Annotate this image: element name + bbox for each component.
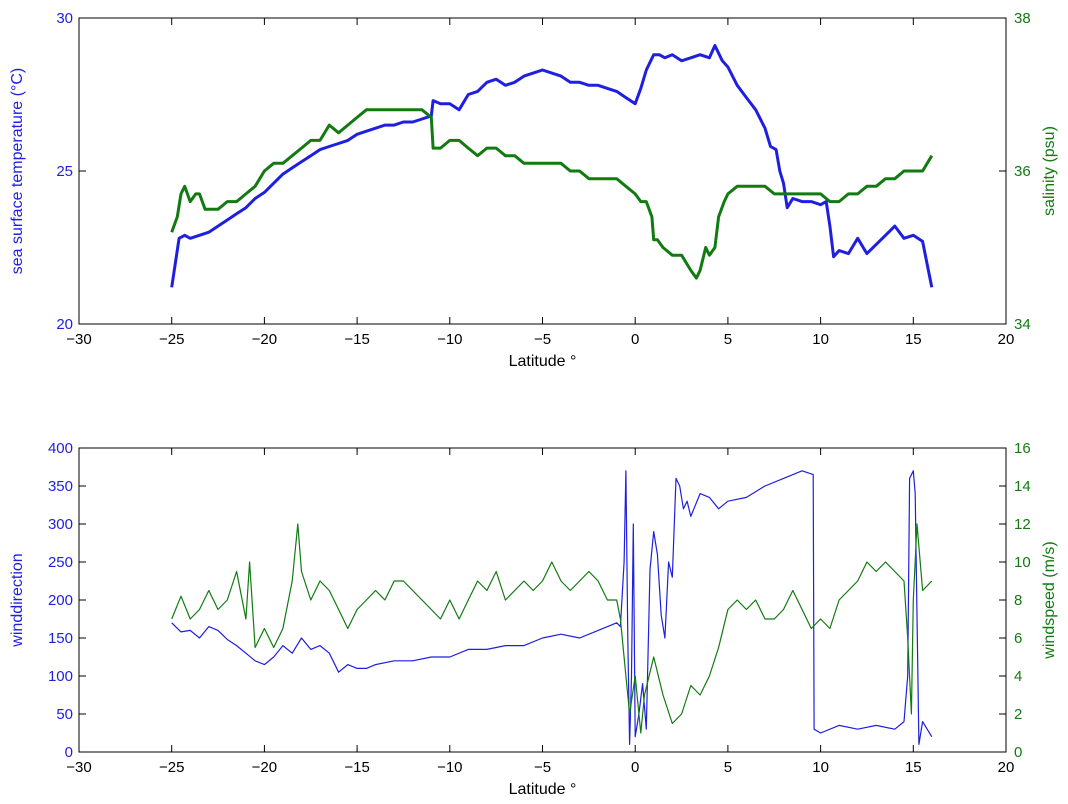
- y2-tick-label: 2: [1014, 706, 1022, 723]
- x-tick-label: −15: [344, 759, 369, 776]
- x-tick-label: −10: [437, 331, 462, 348]
- x-tick-label: 10: [812, 759, 829, 776]
- windspeed-axis-title: windspeed (m/s): [1041, 541, 1058, 659]
- y-tick-label: 400: [48, 440, 73, 457]
- y-tick-label: 150: [48, 630, 73, 647]
- wind-left-y-axis: 0 50 100 150 200 250 300 350 400: [48, 440, 86, 761]
- x-tick-label: 0: [631, 331, 639, 348]
- x-tick-label: −15: [344, 331, 369, 348]
- y2-tick-label: 4: [1014, 668, 1022, 685]
- windspeed-line: [171, 523, 933, 734]
- y-tick-label: 50: [56, 706, 73, 723]
- x-tick-label: −20: [252, 759, 277, 776]
- winddirection-axis-title: winddirection: [9, 553, 26, 647]
- x-tick-label: 15: [905, 759, 922, 776]
- y-tick-label: 200: [48, 592, 73, 609]
- y-tick-label: 20: [56, 316, 73, 333]
- sst-salinity-lines: [170, 44, 934, 288]
- x-tick-label: −25: [159, 331, 184, 348]
- x-tick-label: −5: [534, 759, 551, 776]
- y-tick-label: 300: [48, 516, 73, 533]
- sst-salinity-left-y-axis: 20 25 30: [56, 10, 86, 333]
- x-tick-label: 20: [998, 331, 1015, 348]
- y2-tick-label: 10: [1014, 554, 1031, 571]
- wind-right-y-axis: 0 2 4 6 8 10 12 14 16: [999, 440, 1031, 761]
- y2-tick-label: 14: [1014, 478, 1031, 495]
- y2-tick-label: 38: [1014, 10, 1031, 27]
- x-tick-label: −30: [66, 331, 91, 348]
- y2-tick-label: 34: [1014, 316, 1031, 333]
- sst-line: [170, 44, 934, 288]
- y-tick-label: 0: [65, 744, 73, 761]
- x-tick-label: 5: [724, 331, 732, 348]
- x-tick-label: −30: [66, 759, 91, 776]
- sst-axis-title: sea surface temperature (°C): [9, 68, 26, 274]
- x-tick-label: 20: [998, 759, 1015, 776]
- x-tick-label: 10: [812, 331, 829, 348]
- y2-tick-label: 8: [1014, 592, 1022, 609]
- sst-salinity-x-axis-title: Latitude °: [509, 353, 577, 370]
- y-tick-label: 350: [48, 478, 73, 495]
- y-tick-label: 30: [56, 10, 73, 27]
- x-tick-label: 15: [905, 331, 922, 348]
- sst-salinity-x-axis: −30 −25 −20 −15 −10 −5 0 5 10 15 20: [66, 18, 1014, 348]
- salinity-line: [170, 108, 934, 280]
- y2-tick-label: 0: [1014, 744, 1022, 761]
- x-tick-label: −20: [252, 331, 277, 348]
- y-tick-label: 100: [48, 668, 73, 685]
- sst-salinity-right-y-axis: 34 36 38: [999, 10, 1031, 333]
- salinity-axis-title: salinity (psu): [1041, 126, 1058, 216]
- x-tick-label: −10: [437, 759, 462, 776]
- wind-chart: −30 −25 −20 −15 −10 −5 0 5 10 15 20 05010015020025…: [9, 440, 1058, 798]
- wind-x-axis: −30 −25 −20 −15 −10 −5 0 5 10 15 20: [66, 448, 1014, 776]
- y2-tick-label: 12: [1014, 516, 1031, 533]
- x-tick-label: 0: [631, 759, 639, 776]
- y-tick-label: 25: [56, 163, 73, 180]
- wind-x-axis-title: Latitude °: [509, 781, 577, 798]
- y-tick-label: 250: [48, 554, 73, 571]
- x-tick-label: 5: [724, 759, 732, 776]
- x-tick-label: −5: [534, 331, 551, 348]
- y2-tick-label: 36: [1014, 163, 1031, 180]
- wind-lines: [171, 470, 933, 746]
- y2-tick-label: 16: [1014, 440, 1031, 457]
- y2-tick-label: 6: [1014, 630, 1022, 647]
- x-tick-label: −25: [159, 759, 184, 776]
